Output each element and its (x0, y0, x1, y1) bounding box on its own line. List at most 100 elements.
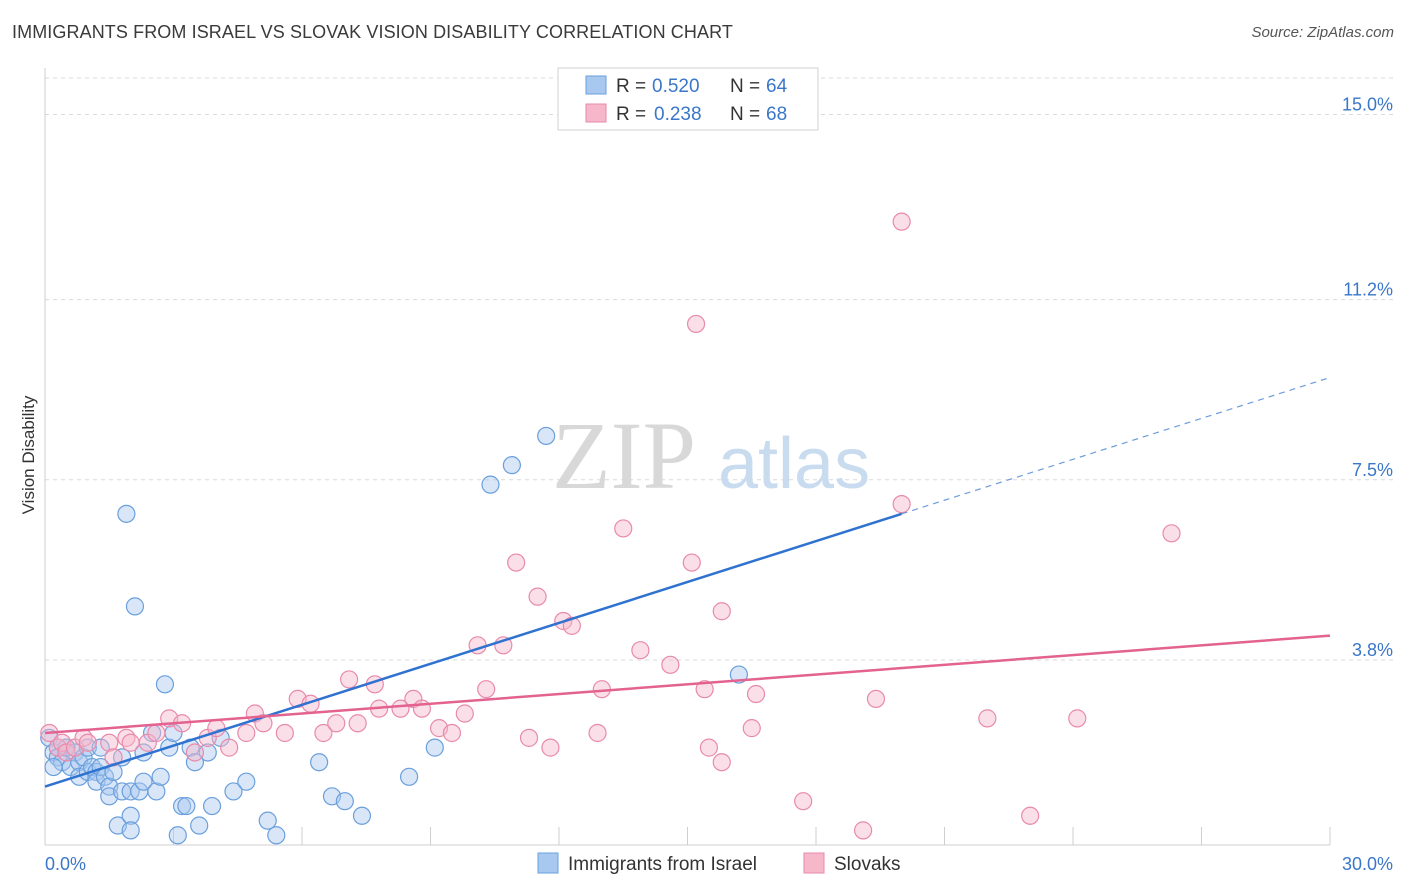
x-tick-label-0: 0.0% (45, 854, 86, 874)
israel-point-33 (151, 767, 170, 786)
watermark-zip: ZIP (552, 402, 696, 509)
israel-point-42 (198, 743, 217, 762)
bottom-legend-swatch-blue (537, 852, 559, 874)
slovaks-point-51 (682, 553, 701, 572)
israel-point-37 (168, 826, 187, 845)
israel-point-43 (202, 796, 222, 816)
legend-n-value-1: 64 (766, 76, 788, 97)
israel-point-52 (399, 767, 419, 786)
series-slovaks (40, 212, 1181, 840)
slovaks-point-38 (477, 680, 496, 699)
slovaks-point-43 (541, 738, 560, 757)
slovaks-point-40 (507, 553, 526, 572)
israel-point-29 (134, 772, 153, 791)
israel-point-46 (258, 811, 277, 830)
slovaks-point-31 (391, 699, 410, 718)
israel-point-24 (117, 504, 136, 523)
bottom-legend-label-israel: Immigrants from Israel (568, 854, 757, 875)
x-tick-label-1: 30.0% (1342, 854, 1393, 874)
israel-point-56 (729, 665, 749, 684)
slovaks-point-57 (746, 684, 766, 704)
israel-point-45 (237, 772, 256, 791)
slovaks-point-56 (742, 719, 761, 738)
watermark-atlas: atlas (718, 424, 870, 504)
israel-point-39 (177, 796, 196, 816)
legend-n-value-2: 68 (766, 104, 787, 125)
israel-point-11 (78, 738, 97, 757)
legend-n-label-1: N = (730, 76, 760, 97)
y-tick-label-2: 11.2% (1343, 280, 1393, 300)
israel-point-47 (267, 826, 286, 845)
slovaks-point-6 (78, 733, 97, 752)
chart-title: IMMIGRANTS FROM ISRAEL VS SLOVAK VISION … (12, 22, 733, 42)
y-axis-title: Vision Disability (19, 395, 38, 514)
y-tick-labels: 3.8% 7.5% 11.2% 15.0% (1342, 95, 1393, 660)
israel-point-55 (537, 426, 556, 446)
israel-point-48 (310, 753, 329, 772)
y-tick-label-0: 3.8% (1352, 640, 1393, 660)
x-tick-labels: 0.0% 30.0% (45, 854, 1393, 874)
legend-r-value-1: 0.520 (652, 76, 700, 97)
legend-bottom: Immigrants from Israel Slovaks (537, 852, 901, 875)
slovaks-point-35 (442, 723, 462, 743)
slovaks-point-26 (327, 714, 346, 733)
slovaks-point-45 (562, 616, 581, 635)
israel-point-62 (44, 757, 63, 777)
legend-swatch-blue (585, 75, 607, 95)
slovaks-point-50 (661, 655, 680, 674)
israel-point-51 (352, 806, 372, 825)
israel-point-57 (425, 738, 444, 757)
israel-point-41 (190, 816, 209, 835)
slovaks-point-64 (978, 709, 997, 728)
slovaks-point-67 (1162, 524, 1181, 543)
legend-top: R = 0.520 N = 64 R = 0.238 N = 68 (557, 67, 819, 131)
israel-point-25 (121, 806, 140, 825)
slovaks-point-48 (614, 519, 633, 538)
israel-point-54 (502, 456, 521, 475)
israel-point-32 (147, 782, 166, 801)
israel-point-38 (172, 796, 192, 816)
bottom-legend-label-slovaks: Slovaks (834, 854, 901, 875)
legend-swatch-pink (585, 103, 607, 123)
trend-line-slovaks (44, 634, 1331, 735)
slovaks-point-36 (455, 704, 474, 723)
source-credit: Source: ZipAtlas.com (1251, 24, 1394, 41)
slovaks-point-18 (220, 738, 239, 757)
israel-point-60 (121, 821, 140, 840)
slovaks-point-12 (147, 723, 166, 743)
legend-r-label-1: R = (616, 76, 646, 97)
legend-r-label-2: R = (616, 104, 646, 125)
trend-lines (44, 376, 1331, 788)
legend-n-label-2: N = (730, 104, 760, 125)
slovaks-point-60 (866, 689, 886, 709)
trend-line-israel (44, 512, 903, 788)
israel-point-50 (335, 792, 354, 811)
slovaks-point-53 (699, 738, 719, 757)
slovaks-point-59 (854, 821, 873, 840)
y-tick-label-1: 7.5% (1352, 460, 1393, 480)
legend-r-value-2: 0.238 (654, 104, 702, 125)
slovaks-point-63 (892, 495, 911, 514)
slovaks-point-62 (686, 314, 706, 334)
israel-point-27 (125, 597, 145, 616)
slovaks-point-41 (519, 728, 539, 747)
slovaks-point-46 (588, 723, 607, 743)
slovaks-point-58 (794, 792, 813, 811)
watermark: ZIP atlas (552, 402, 870, 509)
slovaks-point-65 (1021, 806, 1040, 825)
slovaks-point-52 (695, 680, 714, 699)
slovaks-point-42 (528, 587, 547, 606)
slovaks-point-61 (892, 212, 911, 231)
israel-point-34 (155, 675, 175, 694)
slovaks-point-3 (57, 743, 76, 762)
slovaks-point-22 (275, 723, 294, 743)
slovaks-point-15 (185, 743, 205, 762)
y-tick-label-3: 15.0% (1342, 95, 1393, 115)
slovaks-point-10 (121, 733, 140, 752)
slovaks-point-54 (712, 602, 731, 621)
slovaks-point-49 (631, 641, 650, 660)
axes (44, 68, 1331, 846)
slovaks-point-27 (340, 670, 359, 689)
slovaks-point-25 (314, 723, 333, 743)
